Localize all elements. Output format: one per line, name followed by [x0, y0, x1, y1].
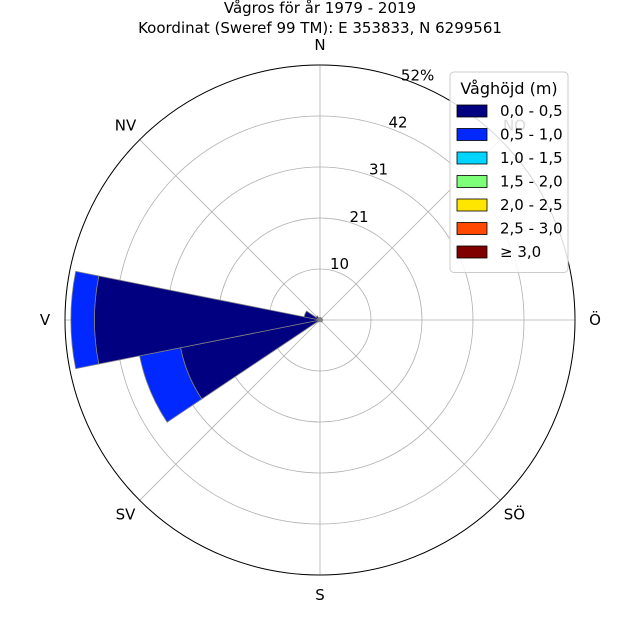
bar-sector-12-bin-1	[70, 270, 100, 370]
grid-spoke-7	[139, 139, 321, 321]
direction-label-S: S	[315, 586, 325, 604]
legend-swatch-1	[456, 128, 488, 141]
legend-swatch-0	[456, 104, 488, 118]
legend-swatch-6	[456, 245, 488, 259]
grid-spoke-3	[319, 319, 501, 501]
legend-title: Våghöjd (m)	[460, 79, 557, 98]
polar-frame	[64, 64, 576, 576]
legend-swatch-4	[456, 198, 488, 212]
chart-title: Vågros för år 1979 - 2019	[224, 0, 416, 17]
direction-label-V: V	[40, 311, 51, 329]
grid-spoke-5	[139, 319, 321, 501]
chart-subtitle: Koordinat (Sweref 99 TM): E 353833, N 62…	[138, 19, 502, 37]
legend-label-5: 2,5 - 3,0	[500, 220, 563, 238]
legend-label-3: 1,5 - 2,0	[500, 173, 563, 191]
ring-labels: 10 21 31 42 52%	[330, 66, 434, 272]
ring-label-4: 52%	[401, 66, 434, 84]
bar-sector-15-bin-0	[318, 317, 321, 321]
legend-label-0: 0,0 - 0,5	[500, 102, 563, 120]
legend-label-6: ≥ 3,0	[500, 243, 541, 261]
direction-label-SÖ: SÖ	[504, 504, 525, 523]
legend-swatch-5	[456, 222, 488, 235]
ring-label-3: 42	[389, 114, 408, 132]
legend-swatch-3	[456, 175, 488, 188]
legend-label-4: 2,0 - 2,5	[500, 196, 563, 214]
direction-label-N: N	[314, 36, 325, 54]
direction-label-Ö: Ö	[589, 310, 601, 329]
wave-bars	[70, 270, 323, 423]
direction-label-NV: NV	[115, 117, 137, 135]
direction-label-SV: SV	[116, 505, 137, 523]
ring-label-2: 31	[369, 161, 388, 179]
legend-label-2: 1,0 - 1,5	[500, 149, 563, 167]
ring-label-0: 10	[330, 255, 349, 273]
legend-swatch-2	[456, 151, 488, 165]
ring-label-1: 21	[349, 208, 368, 226]
legend-label-1: 0,5 - 1,0	[500, 126, 563, 144]
legend: Våghöjd (m) 0,0 - 0,5 0,5 - 1,0 1,0 - 1,5 1,…	[449, 71, 569, 273]
